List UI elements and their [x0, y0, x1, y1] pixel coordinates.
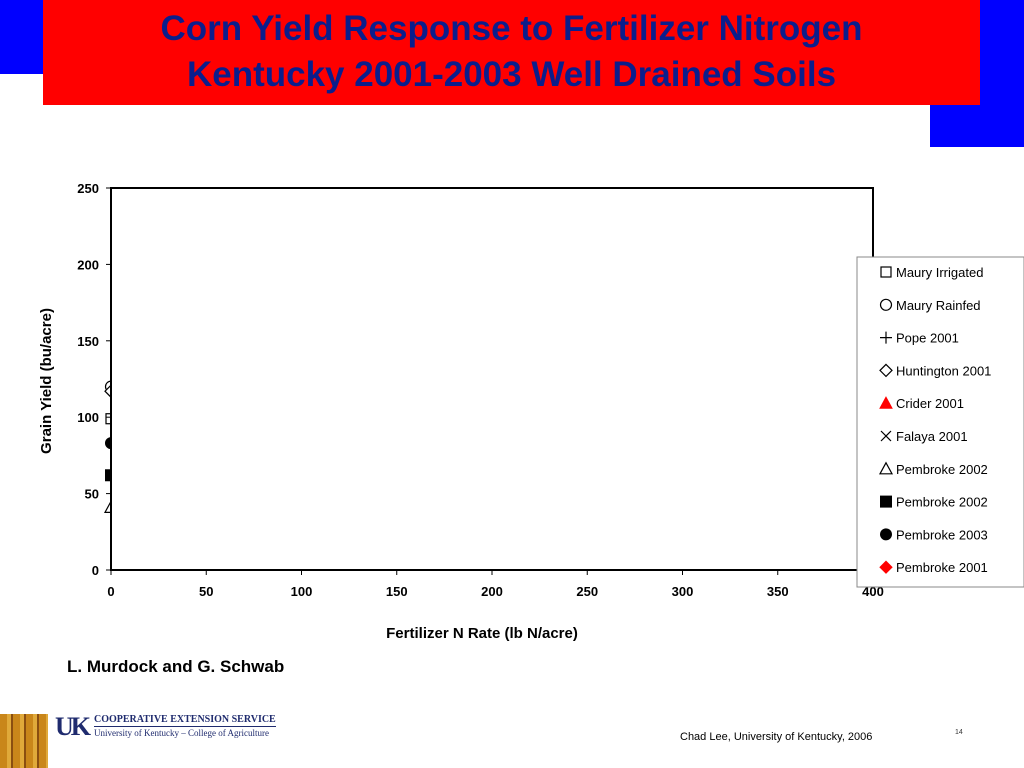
corner-decoration-left	[0, 0, 44, 74]
slide-number: 14	[955, 729, 963, 736]
y-tick-label: 100	[77, 410, 99, 425]
y-tick-label: 250	[77, 181, 99, 196]
legend-label-pembroke-2001-9: Pembroke 2001	[896, 560, 988, 575]
legend-label-maury-irrigated-0: Maury Irrigated	[896, 265, 983, 280]
legend-marker-pembroke-2003-8	[880, 528, 892, 541]
slide-title-line-1: Corn Yield Response to Fertilizer Nitrog…	[160, 9, 863, 48]
y-tick-label: 50	[85, 487, 99, 502]
slide-title-banner: Corn Yield Response to Fertilizer Nitrog…	[43, 0, 980, 105]
legend-marker-pembroke-2002-6	[878, 461, 894, 475]
legend-label-pembroke-2002-6: Pembroke 2002	[896, 462, 988, 477]
legend-label-huntington-2001-3: Huntington 2001	[896, 363, 991, 378]
legend-marker-maury-rainfed-1	[879, 298, 893, 311]
y-tick-label: 0	[92, 563, 99, 578]
footer-credit: Chad Lee, University of Kentucky, 2006	[680, 731, 873, 743]
legend-marker-maury-irrigated-0	[880, 266, 892, 278]
extension-service-title: COOPERATIVE EXTENSION SERVICE	[94, 714, 276, 727]
x-tick-label: 0	[107, 584, 114, 599]
x-tick-label: 200	[481, 584, 503, 599]
yield-chart: 0 50 100 150 200 250 300 350 400 0 50 100 150 200 250 F…	[38, 181, 1024, 642]
x-tick-label: 250	[576, 584, 598, 599]
legend-marker-falaya-2001-5	[880, 430, 892, 442]
legend-label-pope-2001-2: Pope 2001	[896, 331, 959, 346]
legend-marker-crider-2001-4	[879, 396, 893, 409]
legend-label-pembroke-2003-8: Pembroke 2003	[896, 527, 988, 542]
x-tick-label: 400	[862, 584, 884, 599]
legend-label-maury-rainfed-1: Maury Rainfed	[896, 298, 981, 313]
x-tick-label: 100	[291, 584, 313, 599]
chart-authors: L. Murdock and G. Schwab	[67, 657, 285, 676]
x-tick-label: 300	[672, 584, 694, 599]
legend-marker-pembroke-2002-7	[880, 495, 892, 508]
chart-legend: Maury Irrigated Maury Rainfed Pope 2001 Hun…	[856, 256, 1024, 588]
legend-label-pembroke-2002-7: Pembroke 2002	[896, 495, 988, 510]
x-tick-label: 150	[386, 584, 408, 599]
legend-marker-pope-2001-2	[880, 331, 892, 344]
legend-label-crider-2001-4: Crider 2001	[896, 396, 964, 411]
y-axis-label: Grain Yield (bu/acre)	[38, 308, 55, 454]
legend-marker-huntington-2001-3	[879, 363, 893, 378]
plot-frame	[110, 187, 874, 571]
corn-kernels-image	[0, 714, 48, 768]
x-tick-label: 50	[199, 584, 213, 599]
uk-logo: UK	[55, 712, 91, 741]
legend-label-falaya-2001-5: Falaya 2001	[896, 429, 968, 444]
x-axis-label: Fertilizer N Rate (lb N/acre)	[386, 625, 578, 642]
y-tick-label: 150	[77, 334, 99, 349]
chart-axes: 0 50 100 150 200 250 300 350 400 0 50 100 150 200 250 F…	[38, 181, 884, 642]
slide-title-line-2: Kentucky 2001-2003 Well Drained Soils	[186, 55, 837, 94]
x-tick-label: 350	[767, 584, 789, 599]
extension-service-subtitle: University of Kentucky – College of Agri…	[94, 728, 269, 738]
legend-marker-pembroke-2001-9	[879, 560, 893, 574]
y-tick-label: 200	[77, 257, 99, 272]
